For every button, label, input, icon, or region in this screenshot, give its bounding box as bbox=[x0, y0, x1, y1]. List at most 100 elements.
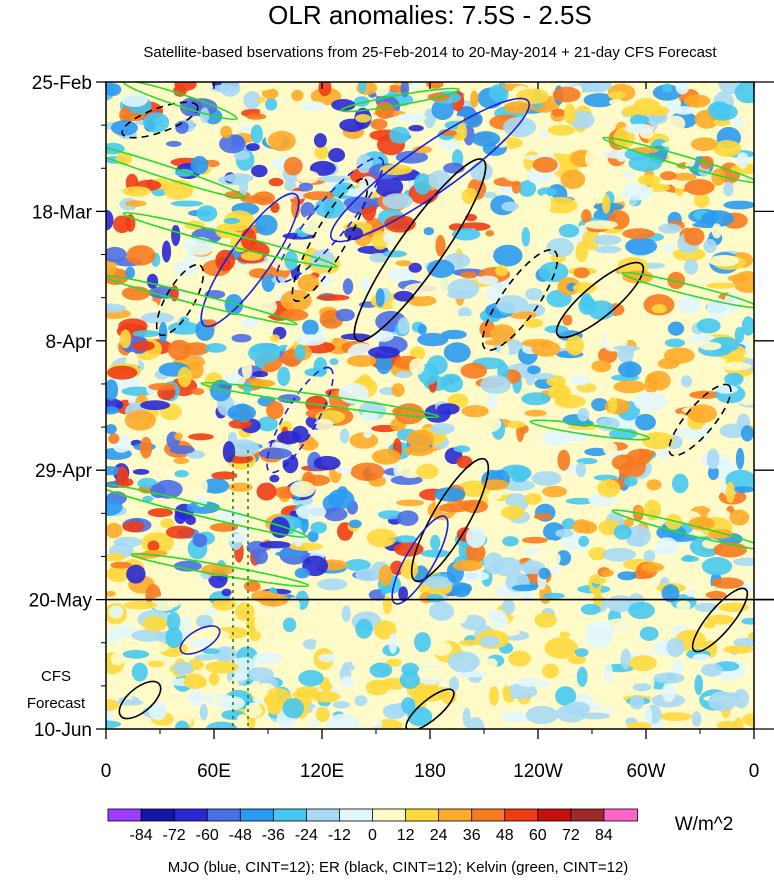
anomaly-cell bbox=[542, 663, 559, 679]
anomaly-cell bbox=[667, 321, 685, 336]
anomaly-cell bbox=[480, 375, 512, 395]
anomaly-cell bbox=[336, 184, 349, 195]
anomaly-cell bbox=[244, 296, 278, 318]
anomaly-cell bbox=[224, 372, 246, 387]
anomaly-cell bbox=[628, 601, 655, 620]
anomaly-cell bbox=[250, 124, 263, 144]
anomaly-cell bbox=[328, 148, 346, 163]
anomaly-cell bbox=[358, 82, 367, 94]
anomaly-cell bbox=[576, 666, 588, 687]
anomaly-cell bbox=[228, 482, 253, 492]
anomaly-cell bbox=[554, 394, 586, 409]
anomaly-cell bbox=[683, 94, 711, 108]
anomaly-cell bbox=[277, 366, 291, 387]
anomaly-cell bbox=[241, 280, 259, 288]
anomaly-cell bbox=[242, 82, 275, 91]
anomaly-cell bbox=[518, 179, 537, 197]
anomaly-cell bbox=[286, 597, 301, 616]
anomaly-cell bbox=[453, 445, 471, 453]
anomaly-cell bbox=[166, 611, 181, 632]
anomaly-cell bbox=[106, 246, 127, 263]
anomaly-cell bbox=[660, 171, 677, 181]
anomaly-cell bbox=[279, 309, 309, 321]
colorbar-swatch bbox=[173, 808, 209, 822]
anomaly-cell bbox=[736, 152, 749, 169]
anomaly-cell bbox=[307, 530, 319, 543]
anomaly-cell bbox=[329, 358, 339, 365]
chart-subtitle: Satellite-based bservations from 25-Feb-… bbox=[143, 44, 717, 61]
anomaly-cell bbox=[245, 702, 263, 719]
anomaly-cell bbox=[323, 507, 348, 522]
anomaly-cell bbox=[565, 497, 595, 505]
anomaly-cell bbox=[196, 205, 218, 222]
anomaly-cell bbox=[243, 580, 261, 592]
anomaly-cell bbox=[399, 670, 420, 690]
er-contour bbox=[405, 688, 455, 729]
anomaly-cell bbox=[300, 101, 326, 112]
anomaly-cell bbox=[252, 191, 275, 206]
anomaly-cell bbox=[456, 123, 468, 141]
anomaly-cell bbox=[241, 251, 263, 261]
kelvin-contour bbox=[602, 136, 754, 184]
colorbar-label: 60 bbox=[529, 827, 547, 844]
anomaly-cell bbox=[125, 266, 135, 279]
anomaly-cell bbox=[256, 482, 277, 501]
anomaly-cell bbox=[725, 481, 735, 504]
anomaly-cell bbox=[237, 714, 248, 722]
anomaly-cell bbox=[532, 372, 555, 380]
anomaly-cell bbox=[427, 259, 455, 278]
anomaly-cell bbox=[158, 321, 168, 343]
anomaly-cell bbox=[296, 504, 327, 520]
anomaly-cell bbox=[174, 82, 197, 91]
anomaly-cell bbox=[489, 488, 503, 500]
anomaly-cell bbox=[435, 705, 459, 725]
anomaly-cell bbox=[202, 648, 220, 655]
anomaly-cell bbox=[504, 170, 531, 182]
colorbar-swatch bbox=[239, 808, 275, 822]
anomaly-cell bbox=[375, 102, 395, 119]
anomaly-cell bbox=[626, 722, 652, 729]
anomaly-cell bbox=[123, 600, 157, 610]
anomaly-cell bbox=[186, 501, 220, 514]
anomaly-cell bbox=[216, 508, 246, 524]
anomaly-cell bbox=[350, 462, 385, 481]
anomaly-cell bbox=[386, 658, 402, 667]
anomaly-cell bbox=[375, 353, 393, 375]
anomaly-cell bbox=[183, 237, 215, 256]
anomaly-cell bbox=[251, 686, 268, 699]
anomaly-cell bbox=[391, 383, 405, 397]
anomaly-cell bbox=[551, 108, 566, 117]
anomaly-cell bbox=[470, 90, 479, 108]
anomaly-cell bbox=[124, 200, 147, 207]
anomaly-cell bbox=[525, 288, 543, 301]
anomaly-cell bbox=[579, 712, 611, 720]
anomaly-cell bbox=[673, 106, 695, 115]
anomaly-cell bbox=[248, 342, 281, 364]
anomaly-cell bbox=[547, 124, 576, 136]
anomaly-cell bbox=[687, 404, 717, 423]
anomaly-cell bbox=[735, 447, 745, 470]
anomaly-cell bbox=[194, 654, 218, 661]
anomaly-cell bbox=[590, 577, 607, 584]
anomaly-cell bbox=[624, 123, 654, 134]
anomaly-cell bbox=[487, 609, 506, 621]
anomaly-cell bbox=[687, 483, 718, 496]
anomaly-cell bbox=[297, 274, 320, 292]
anomaly-cell bbox=[208, 672, 220, 686]
anomaly-cell bbox=[366, 528, 397, 548]
anomaly-cell bbox=[106, 497, 123, 516]
er-contour bbox=[155, 263, 205, 337]
anomaly-cell bbox=[417, 324, 427, 335]
anomaly-cell bbox=[430, 534, 441, 551]
anomaly-cell bbox=[397, 317, 410, 335]
anomaly-cell bbox=[314, 418, 334, 431]
anomaly-cell bbox=[146, 273, 159, 289]
anomaly-cell bbox=[195, 614, 214, 629]
anomaly-cell bbox=[711, 168, 726, 186]
colorbar-label: 48 bbox=[496, 827, 514, 844]
anomaly-cell bbox=[557, 449, 571, 471]
anomaly-cell bbox=[206, 721, 238, 729]
anomaly-cell bbox=[711, 223, 722, 239]
kelvin-contour bbox=[122, 211, 338, 269]
anomaly-cell bbox=[609, 428, 638, 440]
